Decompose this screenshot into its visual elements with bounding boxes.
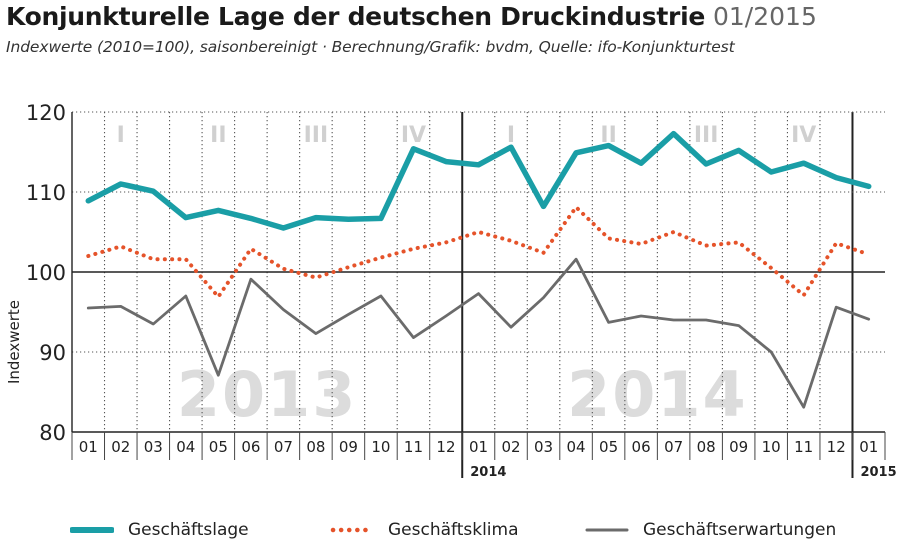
quarter-label: II [600, 123, 616, 148]
legend-item-geschaeftsklima: Geschäftsklima [330, 520, 519, 540]
x-tick-label: 01 [79, 438, 98, 456]
quarter-label: III [694, 123, 719, 148]
chart-date: 01/2015 [713, 2, 817, 31]
quarter-label: I [507, 123, 515, 148]
x-tick-label: 05 [599, 438, 618, 456]
watermark-year: 2014 [567, 358, 748, 431]
legend-swatch-solid-grey [585, 528, 629, 532]
series-line-geschaeftserwartungen [86, 257, 871, 409]
x-tick-label: 06 [632, 438, 651, 456]
x-tick-label: 05 [209, 438, 228, 456]
chart-title-row: Konjunkturelle Lage der deutschen Drucki… [6, 2, 817, 31]
x-tick-label: 11 [794, 438, 813, 456]
legend-label: Geschäftserwartungen [643, 520, 837, 540]
x-tick-label: 10 [371, 438, 390, 456]
x-tick-label: 01 [859, 438, 878, 456]
legend-label: Geschäftsklima [388, 520, 519, 540]
quarter-label: IV [401, 123, 426, 148]
y-tick-label: 90 [39, 341, 66, 365]
quarter-label: IV [791, 123, 816, 148]
x-tick-label: 02 [501, 438, 520, 456]
legend: Geschäftslage Geschäftsklima Geschäftser… [0, 520, 900, 546]
x-tick-label: 09 [729, 438, 748, 456]
x-tick-label: 06 [241, 438, 260, 456]
x-tick-label: 08 [697, 438, 716, 456]
series-line-geschaeftslage [85, 130, 872, 231]
quarter-label: I [117, 123, 125, 148]
x-tick-label: 02 [111, 438, 130, 456]
y-tick-label: 110 [26, 181, 66, 205]
x-tick-label: 04 [176, 438, 195, 456]
legend-item-geschaeftslage: Geschäftslage [70, 520, 249, 540]
x-tick-label: 04 [567, 438, 586, 456]
y-tick-label: 120 [26, 101, 66, 125]
x-tick-label: 12 [436, 438, 455, 456]
legend-swatch-solid-teal [70, 527, 114, 533]
x-tick-label: 03 [534, 438, 553, 456]
x-tick-label: 08 [306, 438, 325, 456]
y-axis-label: Indexwerte [5, 300, 23, 384]
legend-label: Geschäftslage [128, 520, 249, 540]
quarter-label: III [304, 123, 329, 148]
year-label: 2014 [470, 465, 506, 480]
y-tick-label: 80 [39, 421, 66, 445]
x-tick-label: 01 [469, 438, 488, 456]
chart-subtitle: Indexwerte (2010=100), saisonbereinigt ·… [6, 38, 735, 56]
legend-item-geschaeftserwartungen: Geschäftserwartungen [585, 520, 836, 540]
x-tick-label: 11 [404, 438, 423, 456]
chart-title: Konjunkturelle Lage der deutschen Drucki… [6, 2, 705, 31]
y-tick-label: 100 [26, 261, 66, 285]
x-tick-label: 03 [144, 438, 163, 456]
x-tick-label: 09 [339, 438, 358, 456]
year-label: 2015 [860, 465, 896, 480]
watermark-year: 2013 [177, 358, 358, 431]
quarter-label: II [210, 123, 226, 148]
legend-swatch-dotted-orange [330, 527, 374, 533]
x-tick-label: 07 [274, 438, 293, 456]
x-tick-label: 07 [664, 438, 683, 456]
series-line-geschaeftsklima [86, 205, 871, 299]
x-tick-label: 10 [762, 438, 781, 456]
x-tick-label: 12 [827, 438, 846, 456]
